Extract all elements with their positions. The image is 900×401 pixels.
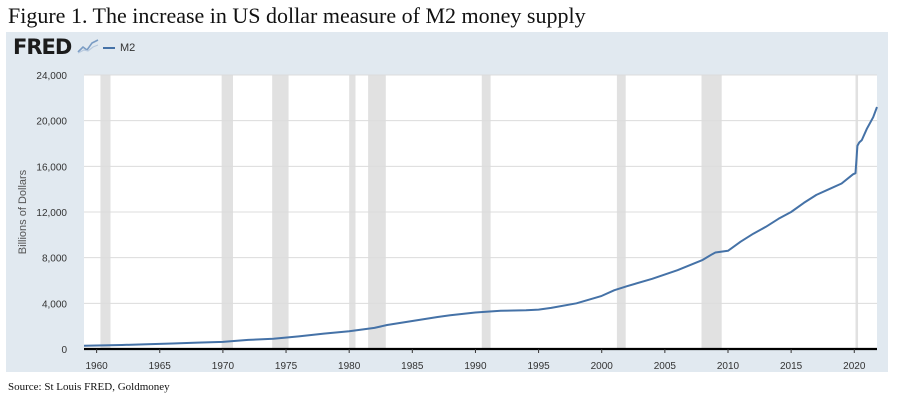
x-tick-label: 2005 (654, 361, 677, 372)
x-tick-label: 1995 (527, 361, 550, 372)
y-tick-label: 16,000 (36, 162, 67, 173)
fred-chart-mark-icon (77, 38, 99, 54)
figure-title: Figure 1. The increase in US dollar meas… (8, 3, 586, 28)
x-tick-label: 1985 (401, 361, 424, 372)
legend-label-m2: M2 (120, 42, 136, 54)
x-tick-label: 1960 (86, 361, 109, 372)
x-tick-label: 1980 (338, 361, 361, 372)
x-tick-label: 1965 (149, 361, 172, 372)
y-tick-label: 24,000 (36, 71, 67, 82)
chart-legend[interactable]: M2 (103, 42, 135, 54)
source-note: Source: St Louis FRED, Goldmoney (8, 381, 170, 393)
y-tick-labels: 0 4,000 8,000 12,000 16,000 20,000 24,000 (36, 71, 67, 356)
y-tick-label: 12,000 (36, 208, 67, 219)
x-tick-label: 2020 (843, 361, 866, 372)
x-tick-label: 1990 (464, 361, 487, 372)
gridlines (84, 74, 877, 304)
y-tick-label: 0 (61, 345, 67, 356)
x-tick-label: 2000 (591, 361, 614, 372)
x-tick-label: 2010 (717, 361, 740, 372)
x-tick-labels: 1960 1965 1970 1975 1980 1985 1990 1995 2000 2005… (86, 349, 866, 372)
x-tick-label: 2015 (780, 361, 803, 372)
y-axis-label: Billions of Dollars (17, 169, 29, 254)
y-tick-label: 8,000 (42, 254, 67, 265)
series-lines (83, 106, 878, 347)
y-tick-label: 20,000 (36, 117, 67, 128)
legend-swatch-m2 (103, 47, 115, 49)
fred-logo[interactable]: FRED (13, 35, 72, 59)
y-tick-label: 4,000 (42, 299, 67, 310)
x-tick-label: 1970 (212, 361, 235, 372)
series-line-m2 (83, 106, 878, 347)
x-tick-label: 1975 (275, 361, 298, 372)
